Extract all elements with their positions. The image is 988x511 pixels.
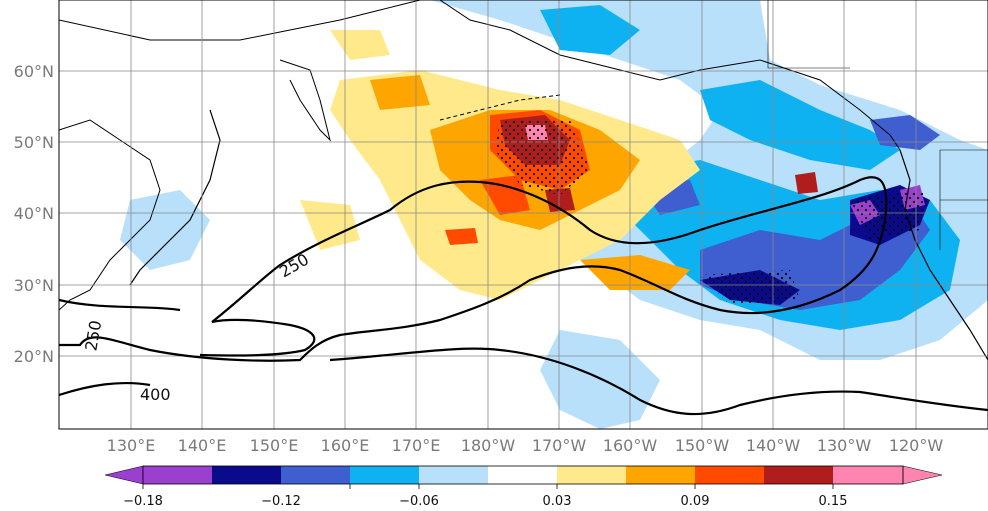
plot-frame	[58, 0, 988, 430]
coastline-americas	[899, 149, 988, 361]
state-borders	[767, 0, 988, 250]
lat-labels: 60°N 50°N 40°N 30°N 20°N	[14, 62, 54, 366]
colorbar-seg-5	[419, 466, 488, 484]
colorbar-seg-4	[350, 466, 419, 484]
pos-anomaly-orange-2	[580, 255, 690, 290]
contour-250-upper	[59, 176, 888, 362]
coastline-siberia	[59, 0, 421, 41]
lon-label-150e: 150°E	[250, 436, 299, 455]
pos-anomaly-red-2	[480, 175, 530, 215]
lon-label-140e: 140°E	[178, 436, 227, 455]
coastline-japan	[129, 109, 221, 286]
neg-anomaly-cyan-nw	[700, 80, 900, 170]
coastline-asia	[59, 119, 161, 311]
colorbar-label-1: −0.18	[123, 494, 163, 509]
significance-stipple-2	[700, 270, 800, 305]
lat-label-20n: 20°N	[14, 347, 54, 366]
colorbar-extend-left	[104, 465, 144, 485]
colorbar-seg-9	[695, 466, 764, 484]
colorbar-seg-11	[833, 466, 903, 484]
lon-label-140w: 140°W	[746, 436, 801, 455]
lon-label-120w: 120°W	[889, 436, 944, 455]
contour-label-400: 400	[140, 385, 171, 404]
colorbar-seg-6	[488, 466, 557, 484]
colorbar-label-2: −0.12	[261, 494, 301, 509]
lon-label-170w: 170°W	[532, 436, 587, 455]
colorbar-label-5: 0.09	[681, 494, 710, 509]
lon-label-130w: 130°W	[817, 436, 872, 455]
colorbar-seg-1	[143, 466, 212, 484]
lon-label-150w: 150°W	[675, 436, 730, 455]
colorbar-label-6: 0.15	[819, 494, 848, 509]
colorbar-ticks	[142, 484, 834, 489]
pos-anomaly-orange-3	[370, 75, 430, 110]
coastline-kamchatka	[279, 59, 331, 142]
colorbar-seg-7	[557, 466, 626, 484]
lon-label-180w: 180°W	[461, 436, 516, 455]
lon-label-130e: 130°E	[107, 436, 156, 455]
colorbar-seg-8	[626, 466, 695, 484]
colorbar-label-3: −0.06	[399, 494, 439, 509]
lon-label-160w: 160°W	[603, 436, 658, 455]
lat-label-40n: 40°N	[14, 204, 54, 223]
neg-anomaly-mid-2	[870, 115, 940, 150]
lat-label-60n: 60°N	[14, 62, 54, 81]
lon-label-160e: 160°E	[321, 436, 370, 455]
colorbar-seg-3	[281, 466, 350, 484]
colorbar-extend-right	[902, 465, 943, 485]
lon-label-170e: 170°E	[392, 436, 441, 455]
neg-anomaly-light-w	[120, 190, 210, 270]
contour-400	[59, 298, 988, 416]
colorbar-seg-10	[764, 466, 833, 484]
significance-stipple	[495, 120, 590, 195]
colorbar-frame	[142, 465, 904, 485]
lat-label-50n: 50°N	[14, 133, 54, 152]
contour-250-loop	[199, 318, 316, 357]
lon-labels: 130°E 140°E 150°E 160°E 170°E 180°W 170°…	[107, 436, 944, 455]
lat-label-30n: 30°N	[14, 276, 54, 295]
colorbar: −0.18 −0.12 −0.06 0.03 0.09 0.15	[104, 465, 943, 509]
pos-anomaly-darkred-2	[545, 188, 575, 212]
colorbar-seg-2	[212, 466, 281, 484]
pos-anomaly-red-3	[445, 228, 478, 245]
colorbar-label-4: 0.03	[543, 494, 572, 509]
pos-anomaly-darkred-3	[795, 172, 818, 194]
coastline-alaska	[439, 0, 901, 151]
shading-layer	[59, 0, 988, 429]
neg-anomaly-cyan-top	[540, 5, 640, 55]
